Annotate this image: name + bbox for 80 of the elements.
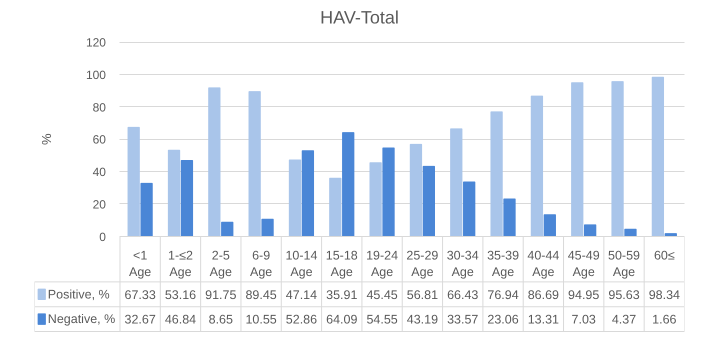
data-label: 56.81 (406, 288, 438, 302)
x-tick-label: 1-≤2 Age (168, 248, 193, 280)
bar (342, 132, 354, 237)
bar (611, 81, 624, 237)
data-label: 89.45 (245, 288, 277, 302)
x-tick-label: <1 Age (129, 248, 152, 280)
data-label: 13.31 (528, 312, 560, 327)
legend-label: Negative, % (48, 312, 116, 326)
data-label: 54.55 (366, 312, 398, 327)
y-tick-label: 120 (86, 36, 106, 50)
bar (208, 87, 220, 237)
y-axis-title: % (39, 133, 54, 146)
x-tick-label: 10-14 Age (285, 248, 318, 280)
bar (261, 218, 274, 237)
data-label: 8.65 (208, 312, 234, 327)
legend-label: Positive, % (48, 287, 110, 302)
data-label: 52.86 (286, 312, 318, 327)
data-label: 98.34 (648, 288, 680, 302)
data-label: 53.16 (164, 288, 196, 302)
data-label: 33.57 (447, 312, 478, 327)
x-tick-label: 25-29 Age (406, 248, 438, 280)
bar (221, 222, 234, 237)
x-tick-label: 19-24 Age (366, 248, 398, 280)
data-label: 64.09 (326, 312, 358, 327)
bar (503, 198, 516, 237)
chart-title: HAV-Total (320, 8, 399, 28)
data-label: 95.63 (608, 288, 640, 302)
data-label: 66.43 (447, 288, 478, 302)
bar (410, 144, 422, 237)
x-tick-label: 35-39 Age (487, 248, 520, 280)
bar (422, 166, 435, 237)
data-label: 23.06 (487, 312, 519, 327)
bar (180, 160, 194, 237)
bar (369, 162, 382, 237)
data-label: 4.37 (612, 312, 636, 327)
bar (302, 150, 314, 237)
bar (288, 160, 302, 237)
bar (652, 76, 664, 237)
data-label: 10.55 (245, 312, 277, 327)
bar (544, 214, 556, 237)
data-label: 7.03 (572, 312, 596, 327)
data-label: 43.19 (406, 312, 438, 327)
x-tick-label: 60≤ (654, 248, 675, 262)
x-tick-label: 40-44 Age (527, 248, 560, 280)
bar (530, 96, 544, 237)
x-tick-label: 30-34 Age (446, 248, 479, 280)
y-tick-label: 40 (92, 165, 106, 180)
y-tick-label: 80 (92, 100, 106, 114)
data-label: 45.45 (366, 288, 398, 302)
bar (248, 91, 261, 237)
data-label: 86.69 (528, 288, 560, 302)
y-tick-label: 0 (99, 230, 106, 244)
bar (128, 126, 140, 237)
bar (571, 82, 584, 237)
x-tick-label: 15-18 Age (326, 248, 358, 280)
bar (490, 111, 503, 237)
y-tick-label: 20 (92, 197, 106, 212)
data-label: 91.75 (205, 288, 236, 302)
bar (463, 181, 476, 237)
y-tick-label: 60 (92, 132, 106, 147)
data-label: 67.33 (124, 288, 156, 302)
data-label: 76.94 (487, 288, 519, 302)
data-label: 35.91 (326, 288, 358, 302)
bar (329, 178, 342, 237)
x-tick-label: 6-9 Age (250, 248, 272, 280)
bar (168, 150, 180, 237)
data-label: 47.14 (286, 288, 318, 302)
x-tick-label: 45-49 Age (568, 248, 600, 280)
x-tick-label: 2-5 Age (210, 248, 232, 280)
y-tick-label: 100 (86, 68, 106, 82)
bar (450, 128, 462, 237)
bar (140, 182, 153, 237)
bar (584, 224, 596, 237)
data-label: 1.66 (652, 312, 677, 327)
data-label: 94.95 (568, 288, 600, 302)
bar (624, 228, 637, 237)
data-label: 46.84 (164, 312, 196, 327)
data-label: 32.67 (124, 312, 156, 327)
bar (382, 148, 395, 237)
x-tick-label: 50-59 Age (608, 248, 640, 280)
